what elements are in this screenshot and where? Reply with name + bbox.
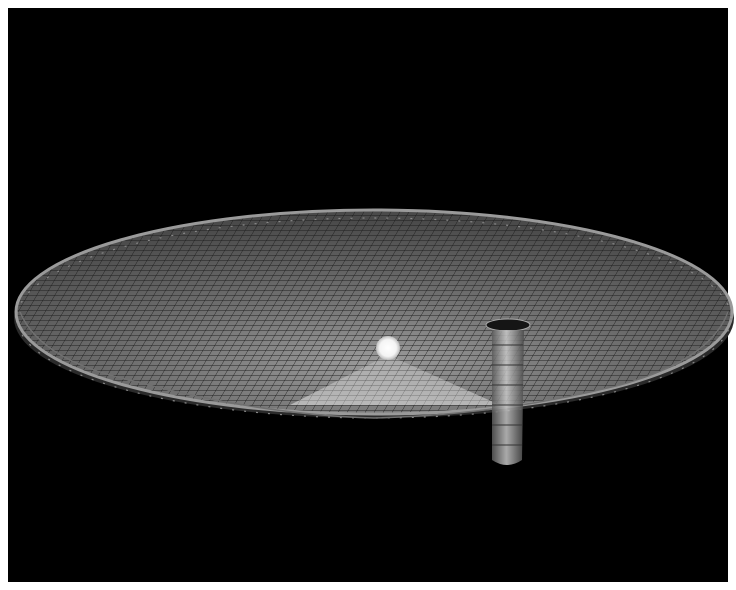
hole [485,318,531,332]
railing [16,217,732,419]
railing-lower [19,311,729,419]
light-sphere [376,336,400,360]
tube [492,330,524,465]
tube-rings [492,344,523,446]
disc-edge [14,208,734,416]
disc-grid [16,210,732,414]
light-cone [290,355,500,405]
